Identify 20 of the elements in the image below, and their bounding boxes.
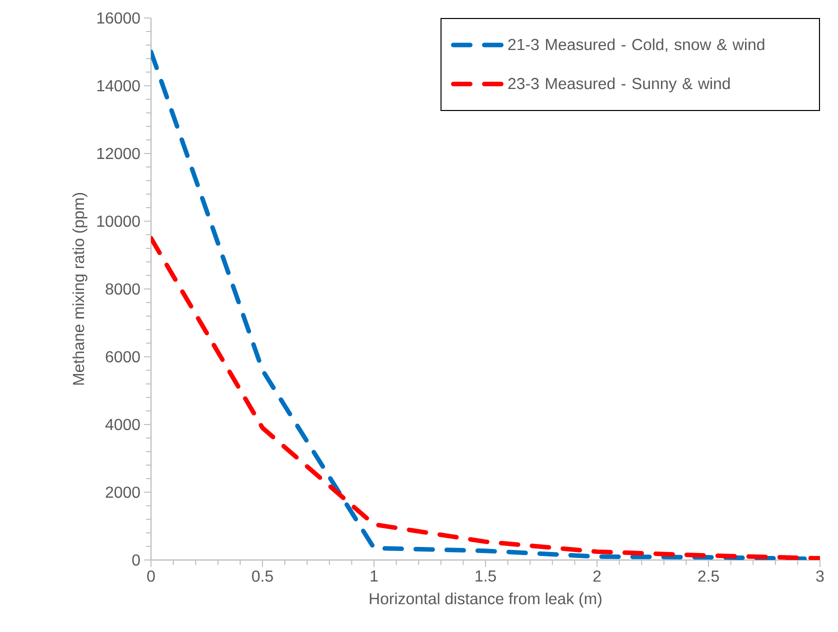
y-tick-label: 4000: [105, 418, 140, 430]
x-tick-label: 1.5: [476, 570, 496, 582]
y-tick-label: 10000: [97, 216, 140, 227]
y-tick-label: 0: [132, 554, 140, 566]
legend-label: 21-3 Measured - Cold, snow & wind: [508, 38, 764, 52]
x-tick-label: 2: [593, 570, 601, 582]
y-tick-label: 16000: [97, 12, 140, 24]
x-tick-label: 0: [147, 570, 155, 582]
y-tick-label: 8000: [106, 283, 140, 295]
y-tick-label: 12000: [97, 148, 140, 160]
legend-label: 23-3 Measured - Sunny & wind: [508, 78, 730, 92]
y-tick-label: 2000: [106, 486, 140, 498]
x-tick-label: 0.5: [252, 570, 273, 582]
x-axis-title: Horizontal distance from leak (m): [370, 592, 602, 608]
y-axis-title: Methane mixing ratio (ppm): [72, 193, 88, 385]
x-tick-label: 3: [816, 570, 824, 582]
x-tick-label: 1: [370, 570, 378, 582]
y-tick-label: 14000: [97, 80, 140, 92]
y-tick-label: 6000: [106, 351, 140, 362]
x-tick-label: 2.5: [698, 570, 719, 582]
